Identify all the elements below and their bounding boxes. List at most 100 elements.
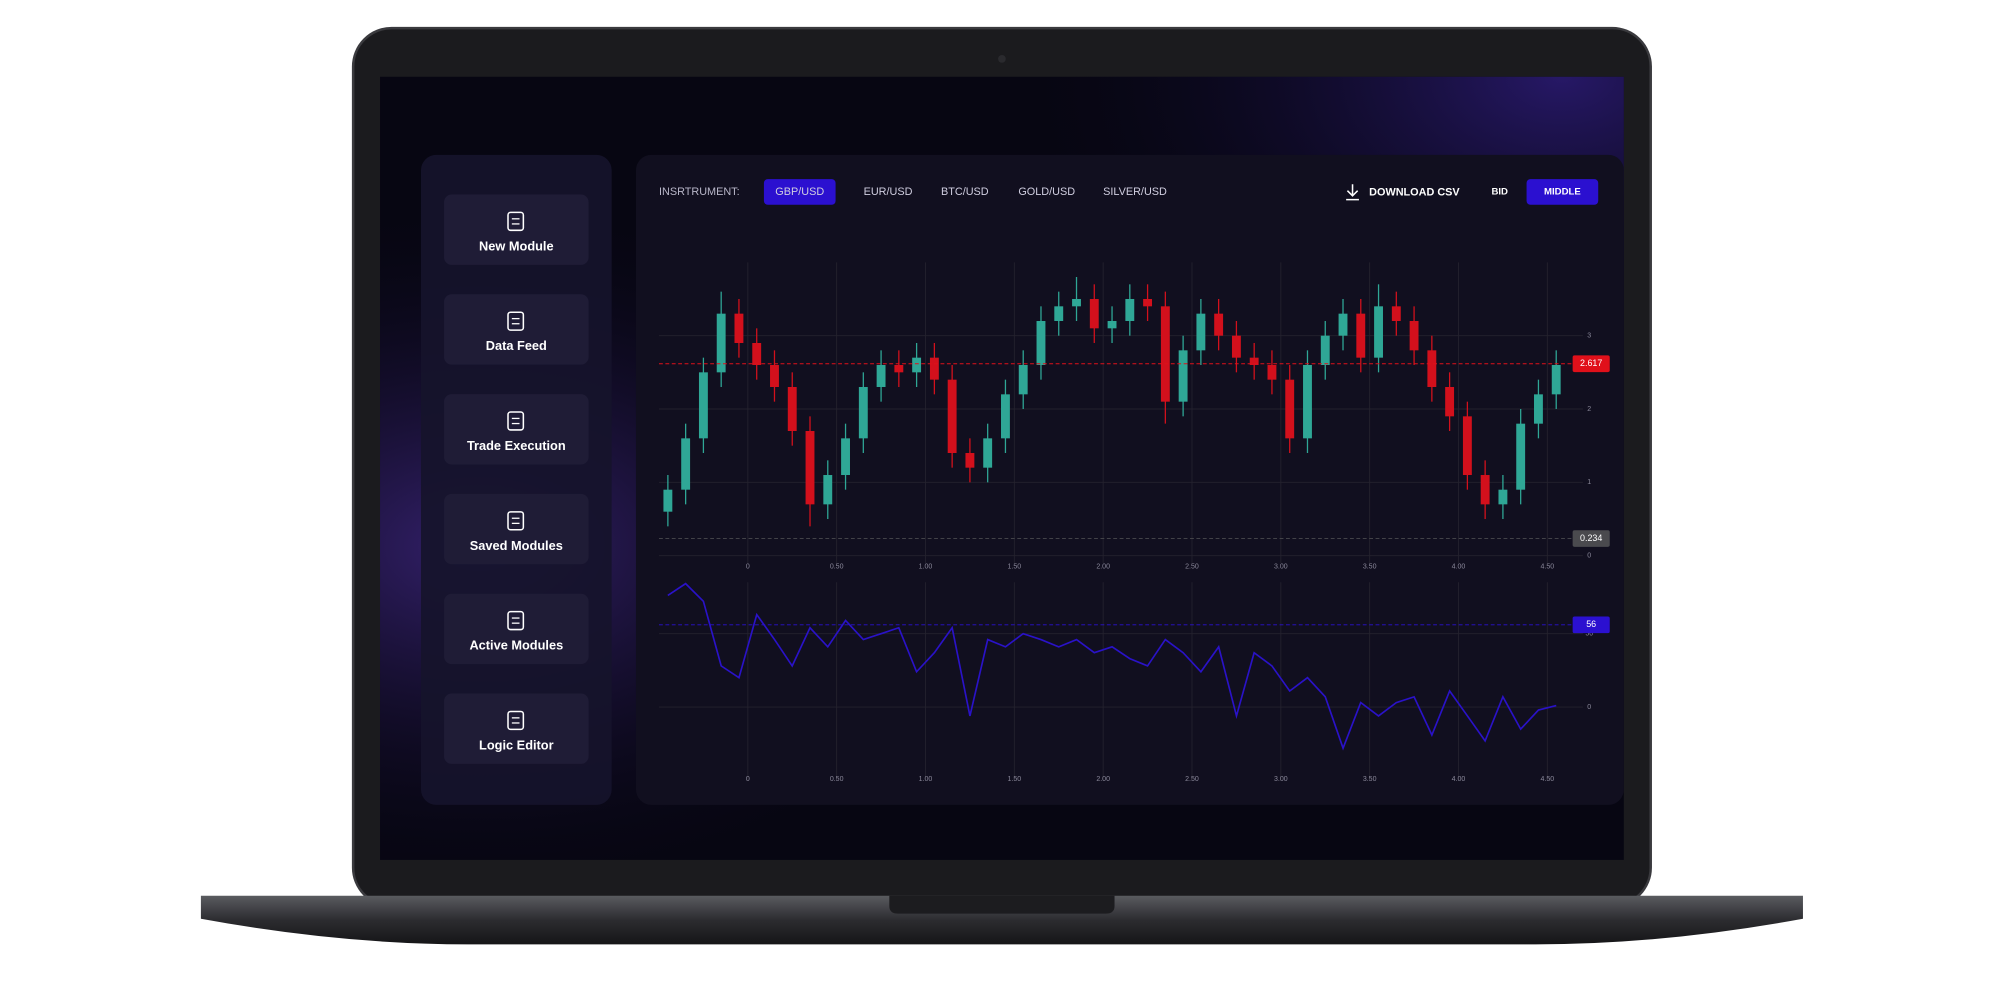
x-tick-label: 3.00 (1274, 564, 1288, 571)
candle-body (1356, 313, 1366, 358)
candle-body (1089, 298, 1099, 329)
candle-body (1338, 313, 1348, 336)
candle-body (1072, 298, 1081, 307)
sidebar-label: Trade Execution (467, 438, 566, 453)
x-tick-label: 4.00 (1452, 564, 1466, 571)
x-tick-label: 0 (746, 776, 750, 783)
candle-body (1231, 335, 1241, 358)
candle-body (965, 453, 975, 468)
x-tick-label: 2.00 (1096, 564, 1110, 571)
candle-body (1001, 394, 1010, 439)
candle-body (1374, 306, 1383, 358)
y-tick-label: 0 (1587, 704, 1591, 711)
instrument-tab[interactable]: BTC/USD (941, 186, 989, 198)
candle-body (1178, 350, 1188, 402)
instrument-tab[interactable]: EUR/USD (864, 186, 913, 198)
price-mode-active[interactable] (1526, 179, 1599, 205)
sidebar-label: Active Modules (469, 638, 563, 653)
x-tick-label: 2.00 (1096, 776, 1110, 783)
candle-body (929, 357, 939, 380)
price-mode[interactable]: MIDDLE (1544, 186, 1581, 197)
x-tick-label: 3.50 (1363, 776, 1377, 783)
candle-body (858, 387, 868, 439)
candle-body (1143, 298, 1153, 307)
sidebar-label: Logic Editor (479, 737, 554, 752)
sidebar-label: Saved Modules (470, 538, 563, 553)
y-tick-label: 1 (1587, 479, 1591, 486)
x-tick-label: 3.00 (1274, 776, 1288, 783)
candle-body (1054, 306, 1064, 321)
candle-body (1320, 335, 1330, 365)
candle-body (1534, 394, 1543, 424)
base-notch (889, 895, 1115, 914)
sidebar-label: Data Feed (486, 338, 547, 353)
price-tag-label: 0.234 (1580, 533, 1602, 543)
x-tick-label: 1.00 (919, 564, 933, 571)
candle-body (894, 364, 904, 373)
x-tick-label: 2.50 (1185, 776, 1199, 783)
x-tick-label: 0.50 (830, 776, 844, 783)
y-tick-label: 50 (1585, 630, 1593, 637)
candle-body (663, 489, 673, 512)
x-tick-label: 1.50 (1008, 564, 1022, 571)
sidebar-icon (507, 511, 525, 531)
candle-body (1107, 320, 1117, 329)
download-icon (1346, 184, 1359, 201)
candle-body (1303, 364, 1312, 439)
candle-body (1018, 364, 1028, 395)
candle-body (681, 438, 691, 490)
candle-body (1516, 423, 1526, 490)
sidebar-icon (507, 211, 525, 232)
camera (998, 55, 1006, 63)
y-tick-label: 2 (1587, 406, 1591, 413)
x-tick-label: 4.50 (1541, 564, 1555, 571)
instrument-tab-active[interactable] (763, 179, 836, 205)
x-tick-label: 0 (746, 564, 750, 571)
candle-body (876, 364, 886, 388)
x-tick-label: 3.50 (1363, 564, 1377, 571)
sidebar-icon (507, 411, 525, 431)
candle-body (1125, 298, 1135, 321)
instrument-tab[interactable]: GBP/USD (775, 186, 824, 198)
candle-body (1249, 357, 1259, 365)
y-tick-label: 3 (1587, 333, 1591, 340)
candle-body (752, 342, 762, 365)
y-tick-label: 0 (1587, 553, 1591, 560)
price-tag-label: 2.617 (1580, 358, 1602, 368)
candle-body (1551, 364, 1561, 395)
candle-body (770, 364, 779, 388)
instrument-label: INSRTRUMENT: (659, 186, 740, 198)
download-button[interactable]: DOWNLOAD CSV (1369, 186, 1460, 198)
candle-body (787, 387, 797, 432)
sidebar-icon (507, 311, 525, 331)
instrument-tab[interactable]: SILVER/USD (1103, 186, 1167, 198)
sidebar-icon (507, 710, 525, 731)
candle-body (1160, 306, 1170, 402)
price-tag-label: 56 (1586, 619, 1596, 629)
candle-body (1462, 416, 1472, 476)
candle-body (1285, 379, 1295, 439)
price-tag (1572, 616, 1610, 634)
candle-body (1409, 320, 1419, 351)
x-tick-label: 2.50 (1185, 564, 1199, 571)
candle-body (698, 372, 708, 439)
x-tick-label: 4.00 (1452, 776, 1466, 783)
indicator-line (667, 582, 1557, 751)
candle-body (823, 475, 833, 505)
candle-body (983, 438, 993, 468)
instrument-tab[interactable]: GOLD/USD (1018, 186, 1075, 198)
sidebar-icon (507, 610, 525, 631)
candle-body (716, 313, 726, 373)
candle-body (1267, 364, 1277, 380)
candle-body (1498, 489, 1508, 505)
candle-body (805, 431, 815, 505)
candle-body (1445, 387, 1455, 417)
x-tick-label: 1.00 (919, 776, 933, 783)
price-tag (1572, 355, 1610, 373)
x-tick-label: 1.50 (1008, 776, 1022, 783)
sidebar-label: New Module (479, 238, 554, 253)
candle-body (1480, 475, 1490, 505)
price-mode[interactable]: BID (1491, 186, 1508, 197)
